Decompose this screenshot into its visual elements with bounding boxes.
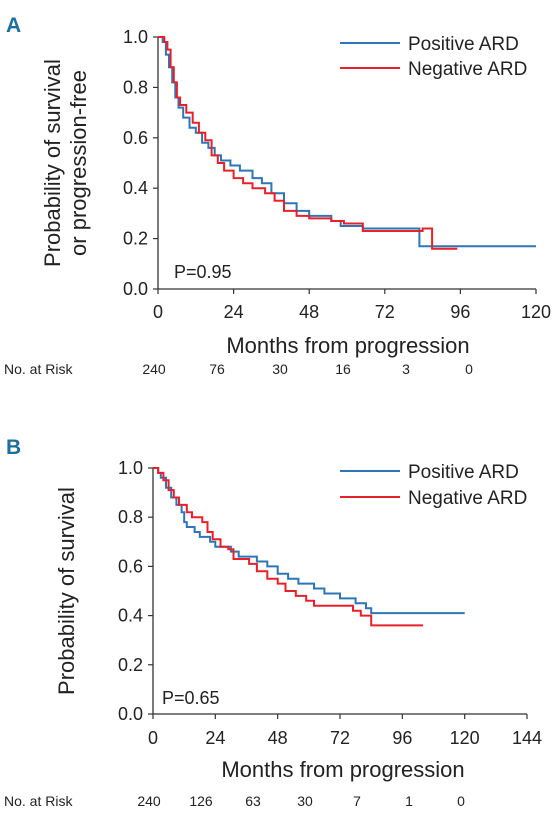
panel-a-series <box>158 36 536 250</box>
legend-label: Positive ARD <box>408 34 519 55</box>
y-tick-label: 0.4 <box>123 178 148 198</box>
x-tick-label: 48 <box>299 302 319 322</box>
x-tick-label: 120 <box>450 728 480 748</box>
legend-label: Positive ARD <box>408 462 519 483</box>
panel-a: A 0.0 0.2 0.4 0.6 0.8 1.0 0 24 48 72 96 120 Positi… <box>4 14 551 377</box>
x-tick-label: 120 <box>521 302 551 322</box>
y-tick-label: 1.0 <box>123 27 148 47</box>
y-tick-label: 0.4 <box>118 606 143 626</box>
x-tick-label: 24 <box>205 728 225 748</box>
panel-b-x-ticks: 0 24 48 72 96 120 144 <box>148 714 542 748</box>
x-tick-label: 96 <box>450 302 470 322</box>
risk-value: 76 <box>209 361 225 377</box>
x-tick-label: 144 <box>512 728 542 748</box>
risk-value: 63 <box>245 793 261 809</box>
panel-a-legend: Positive ARD Negative ARD <box>340 34 527 80</box>
panel-b-legend: Positive ARD Negative ARD <box>340 462 527 509</box>
risk-label: No. at Risk <box>4 793 73 809</box>
risk-value: 240 <box>137 793 161 809</box>
panel-b-y-ticks: 0.0 0.2 0.4 0.6 0.8 1.0 <box>118 458 153 724</box>
series-line-negative-ard <box>158 36 458 250</box>
panel-a-axes <box>157 37 536 290</box>
y-axis-title-line: or progression-free <box>66 70 91 256</box>
y-tick-label: 0.6 <box>118 556 143 576</box>
y-tick-label: 1.0 <box>118 458 143 478</box>
y-tick-label: 0.2 <box>123 229 148 249</box>
y-tick-label: 0.8 <box>118 507 143 527</box>
x-tick-label: 96 <box>392 728 412 748</box>
risk-value: 7 <box>353 793 361 809</box>
y-axis-title-line: Probability of survival <box>40 59 65 267</box>
risk-value: 126 <box>189 793 213 809</box>
panel-b-risk-table: No. at Risk 240 126 63 30 7 1 0 <box>4 793 465 809</box>
risk-value: 30 <box>272 361 288 377</box>
panel-b-y-axis-title: Probability of survival <box>54 487 79 695</box>
risk-value: 0 <box>457 793 465 809</box>
series-line-negative-ard <box>153 467 424 627</box>
panel-b-x-axis-title: Months from progression <box>221 757 464 782</box>
panel-a-x-axis-title: Months from progression <box>226 333 469 358</box>
legend-label: Negative ARD <box>408 488 527 509</box>
x-tick-label: 72 <box>330 728 350 748</box>
y-tick-label: 0.0 <box>123 279 148 299</box>
panel-label-b: B <box>6 436 21 459</box>
panel-label-a: A <box>6 14 21 37</box>
x-tick-label: 24 <box>224 302 244 322</box>
y-tick-label: 0.2 <box>118 655 143 675</box>
panel-b-p-value: P=0.65 <box>162 688 220 708</box>
panel-a-risk-table: No. at Risk 240 76 30 16 3 0 <box>4 361 473 377</box>
risk-value: 3 <box>402 361 410 377</box>
x-tick-label: 0 <box>153 302 163 322</box>
risk-value: 240 <box>142 361 166 377</box>
y-tick-label: 0.6 <box>123 128 148 148</box>
panel-a-x-ticks: 0 24 48 72 96 120 <box>153 289 551 322</box>
panel-a-p-value: P=0.95 <box>174 262 232 282</box>
y-axis-title-line: Probability of survival <box>54 487 79 695</box>
y-tick-label: 0.0 <box>118 704 143 724</box>
risk-value: 30 <box>297 793 313 809</box>
x-tick-label: 48 <box>268 728 288 748</box>
risk-value: 0 <box>465 361 473 377</box>
panel-b: B 0.0 0.2 0.4 0.6 0.8 1.0 0 24 48 72 96 120 144 Pos… <box>4 436 542 809</box>
risk-value: 16 <box>335 361 351 377</box>
risk-label: No. at Risk <box>4 361 73 377</box>
legend-label: Negative ARD <box>408 59 527 80</box>
x-tick-label: 72 <box>375 302 395 322</box>
risk-value: 1 <box>405 793 413 809</box>
panel-a-y-ticks: 0.0 0.2 0.4 0.6 0.8 1.0 <box>123 27 158 299</box>
panel-b-series <box>153 467 465 627</box>
panel-a-y-axis-title: Probability of survival or progression-fr… <box>40 59 91 267</box>
y-tick-label: 0.8 <box>123 77 148 97</box>
x-tick-label: 0 <box>148 728 158 748</box>
